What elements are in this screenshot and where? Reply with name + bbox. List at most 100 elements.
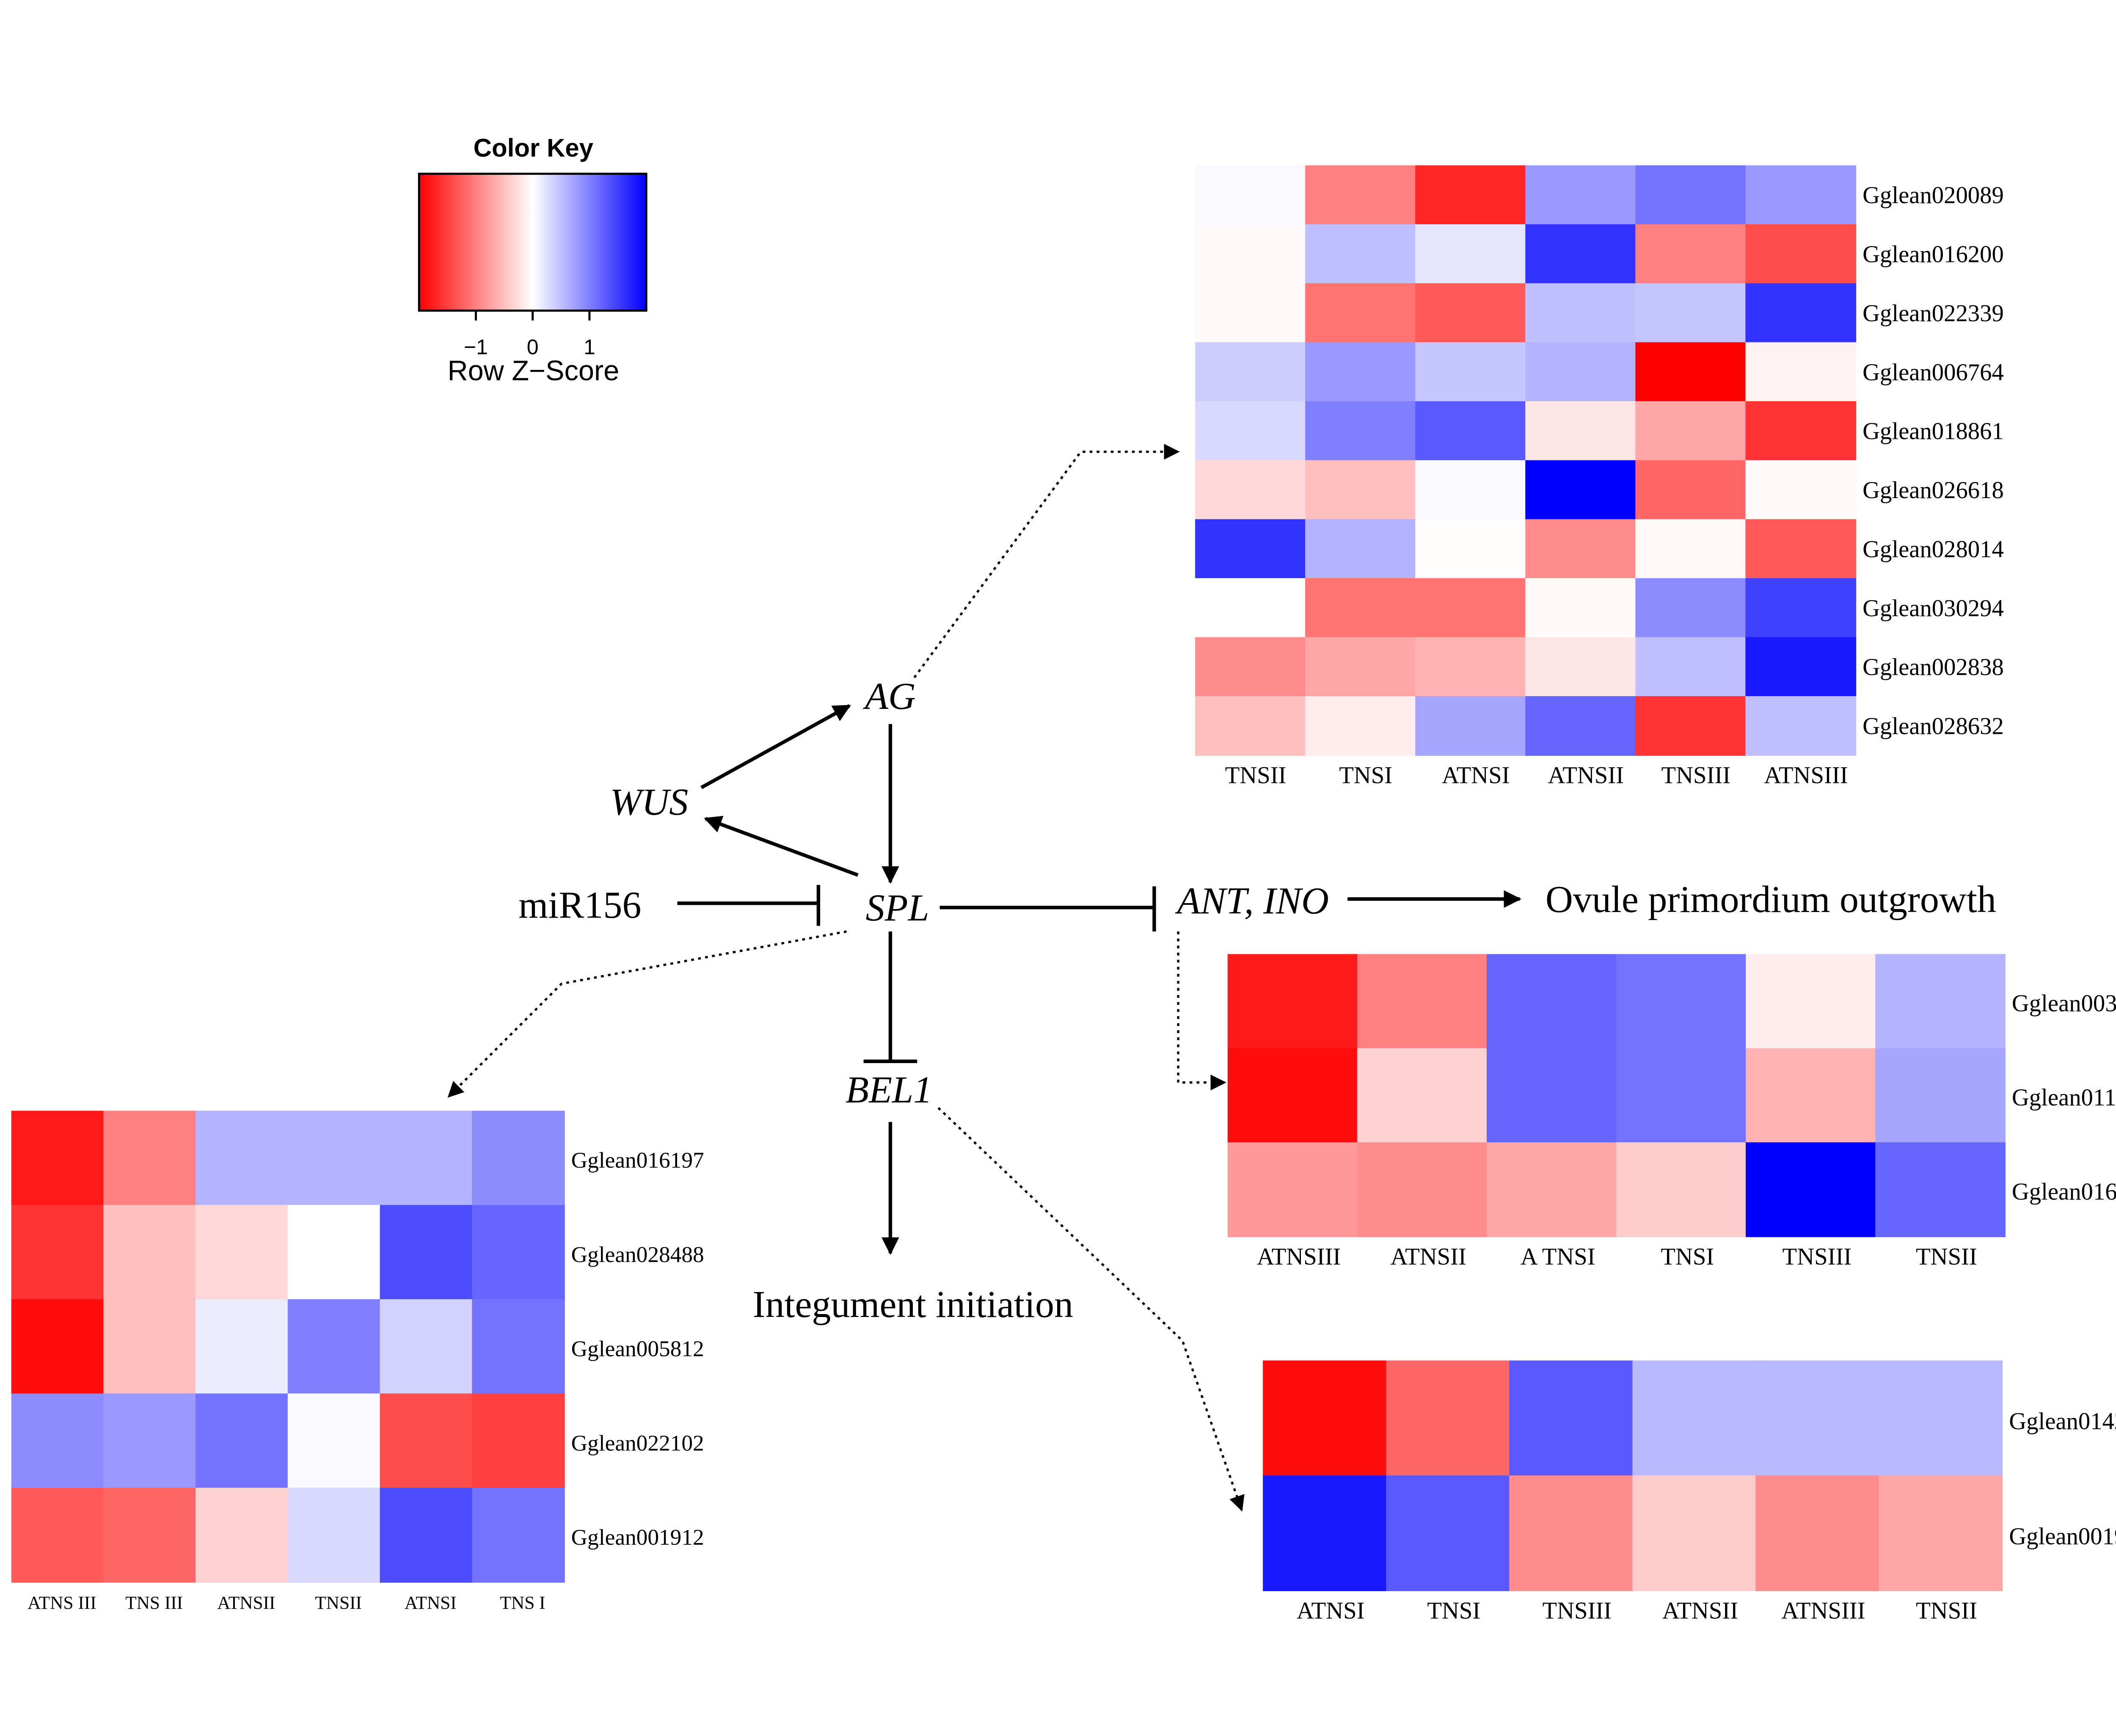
heatmap-cell	[1746, 1142, 1876, 1237]
column-label: ATNSII	[1390, 1243, 1466, 1270]
row-label: Gglean018861	[1863, 418, 2004, 445]
heatmap-cell	[1486, 1048, 1617, 1143]
heatmap-cell	[1635, 578, 1747, 638]
heatmap-cell	[1635, 401, 1747, 461]
heatmap-cell	[1357, 954, 1488, 1049]
column-label: TNSIII	[1783, 1243, 1852, 1270]
heatmap-cell	[287, 1488, 381, 1583]
key-tick-label: 1	[584, 335, 595, 359]
heatmap-cell	[287, 1299, 381, 1394]
heatmap-cell	[1195, 165, 1306, 225]
column-label: ATNSII	[217, 1593, 275, 1613]
color-key-title: Color Key	[474, 134, 594, 162]
heatmap-cell	[1305, 165, 1416, 225]
node: ANT, INO	[1175, 880, 1329, 922]
row-label: Gglean014222	[2009, 1408, 2116, 1435]
heatmap-cell	[1415, 637, 1526, 697]
heatmap-cell	[1195, 637, 1306, 697]
heatmap-cell	[1305, 578, 1416, 638]
heatmap-cell	[1415, 578, 1526, 638]
heatmap-cell	[1227, 954, 1358, 1049]
column-label: TNSII	[1916, 1597, 1977, 1624]
column-label: ATNSI	[1297, 1597, 1365, 1624]
heatmap-cell	[1195, 283, 1306, 343]
heatmap-cell	[1195, 460, 1306, 520]
heatmap-cell	[1195, 519, 1306, 579]
heatmap-cell	[472, 1205, 565, 1300]
heatmap: Gglean003340 Gglean011480 Gglean016270 ATNS…	[1227, 954, 2116, 1270]
node: WUS	[610, 781, 688, 823]
heatmap-cell	[11, 1299, 105, 1394]
heatmap-cell	[196, 1110, 289, 1206]
heatmap-cell	[1525, 637, 1636, 697]
column-label: A TNSI	[1521, 1243, 1595, 1270]
heatmap-cell	[1195, 401, 1306, 461]
key-tick-label: 0	[527, 335, 539, 359]
heatmap-cell	[380, 1299, 473, 1394]
heatmap-cell	[1635, 224, 1747, 284]
heatmap-cell	[103, 1110, 196, 1206]
column-label: TNSII	[1225, 762, 1287, 789]
row-label: Gglean016197	[571, 1147, 704, 1173]
heatmap-cell	[103, 1299, 196, 1394]
heatmap-cell	[1415, 342, 1526, 402]
heatmap: Gglean020089 Gglean016200 Gglean022339 Ggle…	[1195, 165, 2004, 789]
heatmap-cell	[1415, 401, 1526, 461]
heatmap-cell	[1746, 954, 1876, 1049]
heatmap-cell	[1415, 165, 1526, 225]
heatmap-cell	[1305, 224, 1416, 284]
column-label: TNS I	[500, 1593, 545, 1613]
heatmap-cell	[1746, 1048, 1876, 1143]
color-key: Color Key Row Z−Score −1 0 1	[418, 134, 647, 386]
heatmap-cell	[1745, 342, 1857, 402]
column-label: ATNSIII	[1781, 1597, 1865, 1624]
heatmap-cell	[1616, 1142, 1747, 1237]
row-label: Gglean016270	[2012, 1178, 2116, 1205]
heatmap-cell	[1525, 460, 1636, 520]
node: Ovule primordium outgrowth	[1546, 879, 1996, 920]
dotted-arrow	[1177, 931, 1226, 1091]
heatmap-cell	[1263, 1475, 1387, 1591]
heatmap-cell	[1305, 519, 1416, 579]
key-tick-label: −1	[464, 335, 488, 359]
column-label: ATNSII	[1662, 1597, 1738, 1624]
heatmap-cell	[196, 1299, 289, 1394]
heatmap-cell	[380, 1205, 473, 1300]
row-label: Gglean028632	[1863, 713, 2004, 740]
heatmap-cell	[1635, 165, 1747, 225]
heatmap-cell	[196, 1393, 289, 1489]
heatmap-cell	[1415, 696, 1526, 756]
heatmap-cell	[1263, 1360, 1387, 1477]
color-key-label: Row Z−Score	[447, 355, 619, 386]
heatmap-cell	[472, 1110, 565, 1206]
heatmap-cell	[380, 1488, 473, 1583]
row-label: Gglean011480	[2012, 1084, 2116, 1111]
heatmap-cell	[1635, 283, 1747, 343]
heatmap-cell	[1305, 460, 1416, 520]
heatmap-cell	[1745, 696, 1857, 756]
node: BEL1	[846, 1069, 932, 1111]
heatmap-cell	[1745, 401, 1857, 461]
row-label: Gglean030294	[1863, 595, 2004, 622]
heatmap-cell	[380, 1393, 473, 1489]
node: miR156	[518, 884, 641, 926]
heatmap-cell	[1745, 283, 1857, 343]
arrows	[447, 444, 1522, 1512]
column-label: TNSIII	[1661, 762, 1731, 789]
column-label: TNSIII	[1542, 1597, 1612, 1624]
column-label: ATNSI	[405, 1593, 457, 1613]
heatmap-cell	[1357, 1048, 1488, 1143]
heatmap-cell	[1525, 283, 1636, 343]
heatmap-cell	[1525, 224, 1636, 284]
heatmap-cell	[1195, 578, 1306, 638]
heatmap-cell	[1745, 460, 1857, 520]
heatmap-cell	[1509, 1475, 1633, 1591]
heatmap-cell	[1415, 283, 1526, 343]
heatmap-cell	[1632, 1475, 1757, 1591]
arrow	[704, 816, 859, 877]
heatmap-cell	[1755, 1360, 1880, 1477]
node: Integument initiation	[752, 1284, 1073, 1325]
heatmap-cell	[472, 1299, 565, 1394]
nodes: AG WUS SPL miR156 ANT, INO Ovule primord…	[518, 675, 1996, 1325]
